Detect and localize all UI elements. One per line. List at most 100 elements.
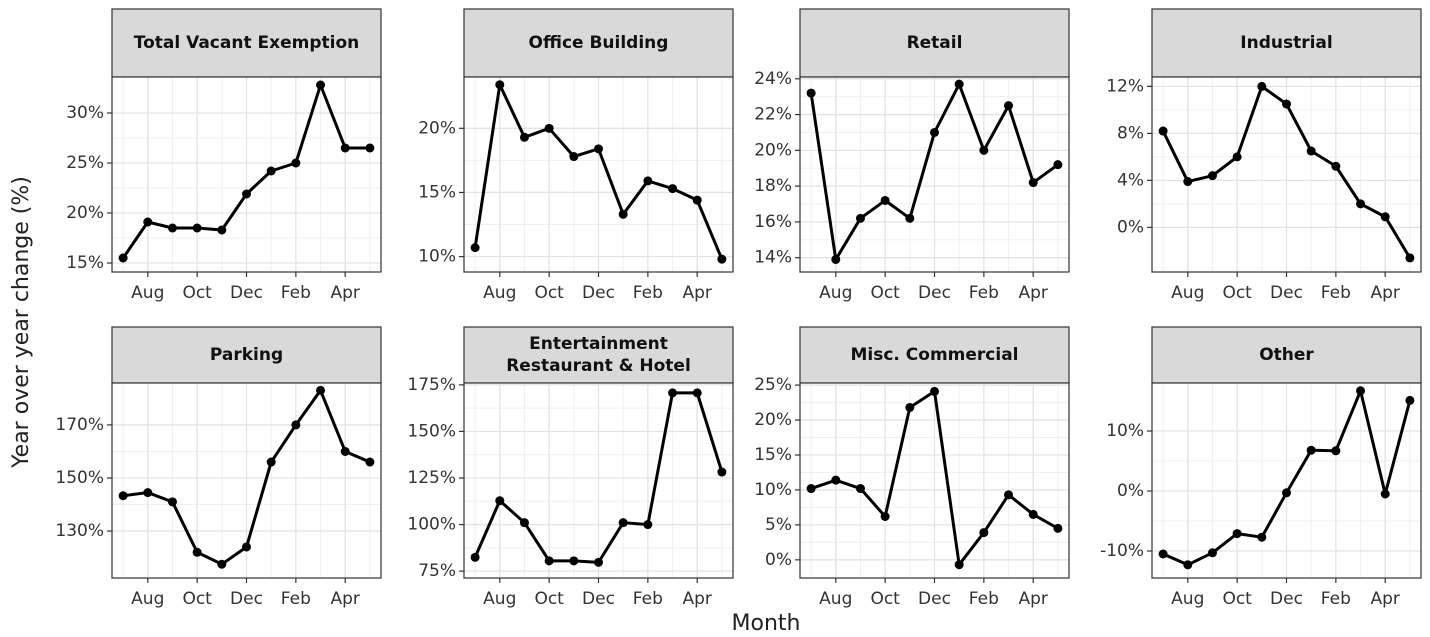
y-tick-label: 0% (1117, 217, 1144, 237)
plot-border (1151, 76, 1422, 273)
x-tick-label: Oct (870, 283, 900, 303)
y-tick-label: 10% (1106, 421, 1144, 441)
data-point (806, 484, 816, 494)
y-tick-label: 30% (66, 103, 104, 123)
data-point (1306, 445, 1316, 455)
y-tick-label: 150% (55, 468, 104, 488)
data-point (855, 213, 865, 223)
y-tick-label: 75% (418, 561, 456, 581)
data-point (143, 217, 153, 227)
facet-title: Total Vacant Exemption (134, 33, 359, 53)
data-point (668, 388, 678, 398)
data-point (1232, 152, 1242, 162)
data-point (855, 484, 865, 494)
data-point (242, 189, 251, 199)
facet-title: Parking (210, 345, 283, 365)
x-tick-label: Feb (281, 589, 311, 609)
y-tick-label: 15% (418, 182, 456, 202)
data-point (1331, 161, 1341, 171)
data-point (618, 518, 628, 528)
x-tick-label: Dec (918, 589, 951, 609)
facet-strip (111, 326, 382, 384)
plot-border (463, 76, 734, 273)
data-point (905, 213, 915, 223)
data-point (979, 145, 989, 155)
data-point (1004, 490, 1014, 500)
x-tick-label: Aug (131, 283, 164, 303)
x-tick-label: Apr (1019, 283, 1048, 303)
facet-strip (463, 8, 734, 78)
y-tick-label: 24% (754, 69, 792, 89)
x-tick-label: Feb (633, 589, 663, 609)
x-tick-label: Oct (1222, 283, 1252, 303)
data-point (1282, 488, 1291, 498)
y-tick-label: 20% (754, 140, 792, 160)
x-tick-label: Apr (1019, 589, 1048, 609)
facet-title: Restaurant & Hotel (506, 356, 691, 376)
data-point (1028, 178, 1038, 188)
data-point (1183, 560, 1193, 570)
plot-border (1151, 382, 1422, 579)
y-tick-label: 170% (55, 415, 104, 435)
data-point (1207, 548, 1217, 558)
y-tick-label: 20% (754, 410, 792, 430)
data-point (692, 195, 702, 205)
y-tick-label: 175% (407, 375, 456, 395)
x-tick-label: Apr (683, 589, 712, 609)
x-tick-label: Apr (331, 589, 360, 609)
plot-border (463, 382, 734, 579)
data-point (316, 385, 326, 395)
y-axis-title: Year over year change (%) (9, 176, 34, 469)
y-tick-label: 18% (754, 176, 792, 196)
data-point (954, 79, 964, 89)
data-point (1207, 171, 1217, 181)
data-point (1380, 489, 1390, 499)
x-tick-label: Aug (819, 283, 852, 303)
data-point (365, 143, 375, 153)
data-point (1257, 81, 1267, 91)
y-tick-label: 5% (765, 515, 792, 535)
x-tick-label: Aug (131, 589, 164, 609)
plot-border (799, 76, 1070, 273)
data-point (118, 491, 128, 501)
data-point (217, 225, 227, 235)
data-point (470, 243, 480, 253)
facet-title: Entertainment (529, 334, 668, 354)
y-tick-label: 100% (407, 515, 456, 535)
data-point (831, 254, 841, 264)
data-point (1282, 99, 1291, 109)
x-tick-label: Feb (969, 283, 999, 303)
y-tick-label: 8% (1117, 123, 1144, 143)
data-point (668, 184, 678, 194)
x-tick-label: Oct (870, 589, 900, 609)
data-point (340, 143, 350, 153)
y-tick-label: 12% (1106, 76, 1144, 96)
data-point (291, 420, 301, 430)
data-point (1053, 523, 1063, 533)
data-point (594, 557, 603, 567)
data-point (118, 253, 128, 263)
data-point (1232, 529, 1242, 539)
data-point (217, 559, 227, 569)
data-point (1028, 509, 1038, 519)
data-point (544, 123, 554, 133)
y-tick-label: 25% (66, 153, 104, 173)
facet-title: Industrial (1240, 33, 1332, 53)
data-point (495, 80, 505, 90)
x-tick-label: Dec (582, 283, 615, 303)
data-point (569, 556, 579, 566)
plot-border (111, 382, 382, 579)
x-tick-label: Dec (230, 589, 263, 609)
data-point (954, 560, 964, 570)
data-point (470, 552, 480, 562)
facet-strip (1151, 8, 1422, 78)
facet-title: Misc. Commercial (850, 345, 1018, 365)
x-tick-label: Feb (633, 283, 663, 303)
data-point (831, 475, 841, 485)
y-tick-label: 20% (66, 203, 104, 223)
plot-border (799, 382, 1070, 579)
x-tick-label: Oct (182, 589, 212, 609)
y-tick-label: 25% (754, 375, 792, 395)
data-point (266, 457, 276, 467)
